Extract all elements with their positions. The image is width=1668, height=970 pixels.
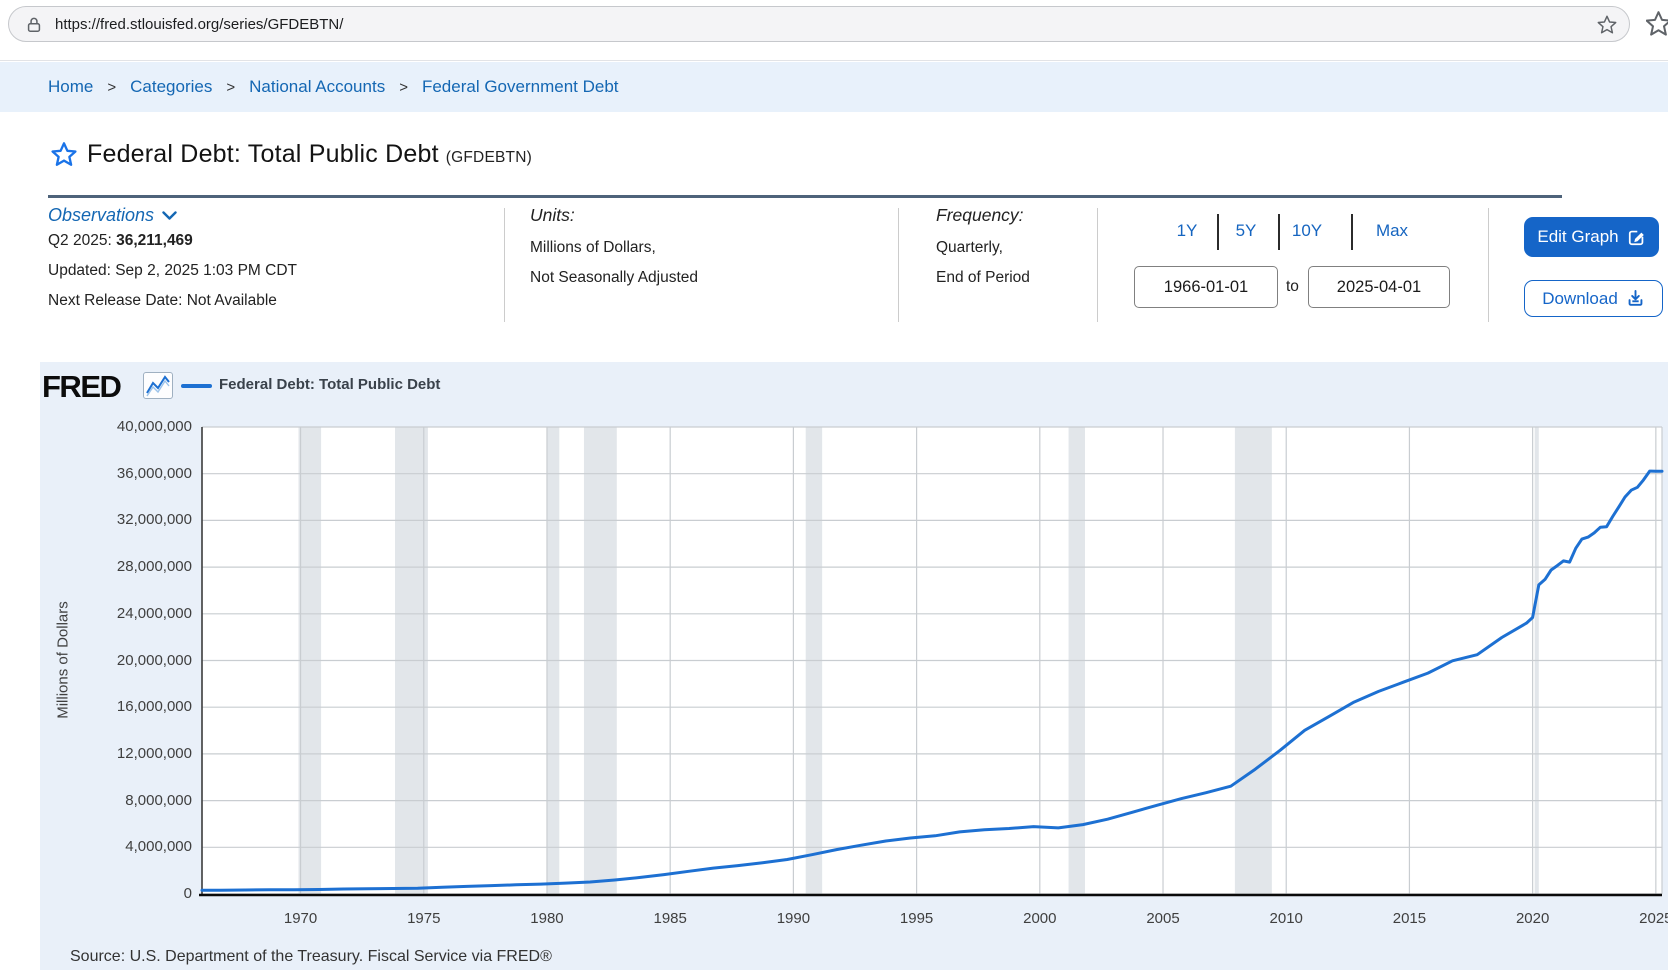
download-button[interactable]: Download [1524, 280, 1663, 317]
y-tick-label: 36,000,000 [116, 464, 192, 482]
y-tick-label: 4,000,000 [125, 838, 192, 856]
range-button-max[interactable]: Max [1375, 221, 1409, 240]
latest-observation: Q2 2025: 36,211,469 [48, 232, 193, 249]
bookmarks-star-icon[interactable] [1646, 9, 1668, 39]
series-title-text: Federal Debt: Total Public Debt [87, 140, 439, 168]
edit-graph-button[interactable]: Edit Graph [1524, 217, 1659, 257]
meta-divider-4 [1488, 208, 1489, 322]
series-line[interactable] [200, 469, 1664, 892]
observations-toggle[interactable]: Observations [48, 205, 177, 226]
title-divider [48, 195, 1562, 198]
breadcrumb-link-categories[interactable]: Categories [130, 77, 213, 96]
units-section: Units: Millions of Dollars, Not Seasonal… [530, 205, 698, 293]
end-date-input[interactable] [1308, 266, 1450, 308]
frequency-line-1: Quarterly, [936, 239, 1003, 256]
legend-label: Federal Debt: Total Public Debt [219, 376, 441, 393]
x-tick-label: 1990 [776, 910, 811, 927]
url-bar[interactable]: https://fred.stlouisfed.org/series/GFDEB… [8, 6, 1630, 42]
edit-icon [1628, 230, 1644, 245]
x-tick-label: 2005 [1146, 910, 1180, 927]
y-tick-label: 28,000,000 [116, 558, 192, 576]
next-release-date: Next Release Date: Not Available [48, 292, 277, 309]
range-button-5y[interactable]: 5Y [1235, 221, 1257, 240]
frequency-section: Frequency: Quarterly, End of Period [936, 205, 1030, 293]
y-tick-label: 0 [183, 885, 192, 902]
range-separator [1351, 214, 1353, 250]
fred-logo-chart-icon [143, 372, 173, 399]
x-tick-label: 1980 [530, 910, 564, 927]
start-date-input[interactable] [1134, 266, 1278, 308]
frequency-line-2: End of Period [936, 269, 1030, 286]
series-favorite-star-icon[interactable] [50, 141, 78, 169]
date-range-to-label: to [1286, 278, 1299, 295]
browser-toolbar: https://fred.stlouisfed.org/series/GFDEB… [0, 0, 1668, 61]
x-tick-label: 2025 [1639, 910, 1668, 927]
y-tick-label: 8,000,000 [125, 791, 192, 809]
x-tick-label: 2020 [1515, 910, 1550, 927]
source-attribution: Source: U.S. Department of the Treasury.… [70, 948, 552, 965]
lock-icon [27, 17, 41, 32]
breadcrumb-link-national-accounts[interactable]: National Accounts [249, 77, 386, 96]
download-icon [1628, 290, 1643, 306]
units-line-2: Not Seasonally Adjusted [530, 269, 699, 286]
y-tick-label: 32,000,000 [116, 511, 192, 529]
y-tick-label: 40,000,000 [116, 418, 192, 435]
range-separator [1278, 214, 1280, 250]
breadcrumb: Home > Categories > National Accounts > Federa… [0, 62, 1668, 112]
meta-divider-3 [1097, 208, 1098, 322]
y-tick-label: 12,000,000 [116, 744, 192, 762]
chevron-down-icon [162, 210, 177, 220]
updated-timestamp: Updated: Sep 2, 2025 1:03 PM CDT [48, 262, 298, 279]
frequency-label: Frequency: [936, 205, 1024, 225]
range-separator [1217, 214, 1219, 250]
page-title: Federal Debt: Total Public Debt (GFDEBTN) [87, 140, 532, 169]
series-id: (GFDEBTN) [445, 149, 532, 166]
breadcrumb-link-federal-government-debt[interactable]: Federal Government Debt [421, 77, 619, 96]
y-tick-label: 24,000,000 [116, 604, 192, 622]
fred-logo: FRED [42, 369, 122, 404]
range-button-10y[interactable]: 10Y [1291, 221, 1323, 240]
breadcrumb-separator: > [399, 78, 408, 96]
range-button-1y[interactable]: 1Y [1176, 221, 1198, 240]
breadcrumb-link-home[interactable]: Home [48, 77, 94, 96]
y-tick-label: 20,000,000 [116, 651, 192, 669]
favorite-star-icon[interactable] [1596, 14, 1618, 36]
x-tick-label: 1975 [407, 910, 441, 927]
breadcrumb-separator: > [107, 78, 117, 96]
time-series-plot[interactable] [40, 362, 1668, 970]
x-tick-label: 2015 [1392, 910, 1427, 927]
breadcrumb-separator: > [226, 78, 236, 96]
legend-line-swatch [181, 384, 212, 388]
x-tick-label: 2010 [1269, 910, 1303, 927]
latest-observation-value: 36,211,469 [116, 232, 193, 249]
units-label: Units: [530, 205, 575, 225]
chart-panel: FRED Federal Debt: Total Public Debt Mil… [40, 362, 1668, 970]
x-tick-label: 2000 [1023, 910, 1057, 927]
units-line-1: Millions of Dollars, [530, 239, 656, 256]
x-tick-label: 1970 [283, 910, 318, 927]
url-text: https://fred.stlouisfed.org/series/GFDEB… [55, 16, 344, 33]
x-tick-label: 1985 [653, 910, 687, 927]
meta-divider-2 [898, 208, 899, 322]
x-tick-label: 1995 [899, 910, 934, 927]
y-tick-label: 16,000,000 [116, 698, 192, 716]
observations-section: Observations Q2 2025: 36,211,469 Updated… [48, 205, 297, 316]
observations-label: Observations [48, 205, 155, 225]
meta-divider-1 [504, 208, 505, 322]
